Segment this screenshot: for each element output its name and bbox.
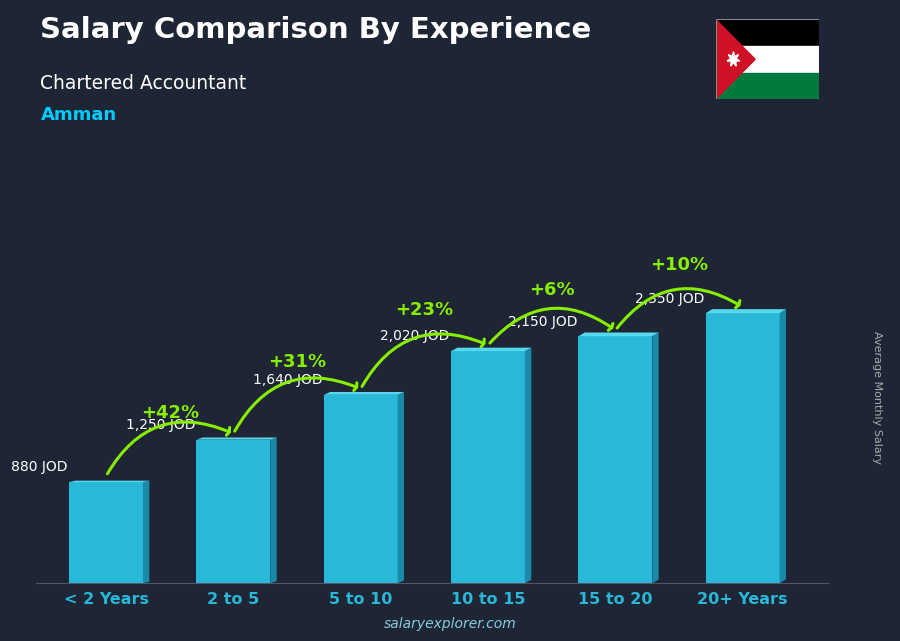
Text: +42%: +42%: [140, 404, 199, 422]
Polygon shape: [579, 333, 659, 336]
Text: Salary Comparison By Experience: Salary Comparison By Experience: [40, 16, 592, 44]
Polygon shape: [69, 482, 143, 583]
Text: 2,020 JOD: 2,020 JOD: [381, 329, 450, 344]
Text: 2,150 JOD: 2,150 JOD: [508, 315, 577, 329]
Polygon shape: [324, 395, 398, 583]
Bar: [716, 19, 819, 46]
Text: 1,250 JOD: 1,250 JOD: [126, 418, 195, 432]
Polygon shape: [579, 336, 652, 583]
Polygon shape: [727, 52, 740, 66]
Polygon shape: [525, 347, 531, 583]
Polygon shape: [716, 19, 755, 99]
Polygon shape: [451, 351, 525, 583]
Polygon shape: [324, 392, 404, 395]
Text: Amman: Amman: [40, 106, 117, 124]
Polygon shape: [143, 481, 149, 583]
Polygon shape: [196, 437, 276, 440]
Text: 880 JOD: 880 JOD: [12, 460, 68, 474]
Text: 2,350 JOD: 2,350 JOD: [635, 292, 705, 306]
Text: 1,640 JOD: 1,640 JOD: [253, 373, 322, 387]
Text: salaryexplorer.com: salaryexplorer.com: [383, 617, 517, 631]
Text: Average Monthly Salary: Average Monthly Salary: [872, 331, 883, 464]
Polygon shape: [196, 440, 270, 583]
Text: +6%: +6%: [529, 281, 574, 299]
Polygon shape: [706, 313, 779, 583]
Text: +23%: +23%: [395, 301, 454, 319]
Text: +31%: +31%: [268, 353, 326, 370]
Polygon shape: [451, 347, 531, 351]
Polygon shape: [270, 437, 276, 583]
Polygon shape: [398, 392, 404, 583]
Text: +10%: +10%: [650, 256, 708, 274]
Bar: [716, 72, 819, 99]
Text: Chartered Accountant: Chartered Accountant: [40, 74, 247, 93]
Bar: [716, 46, 819, 72]
Polygon shape: [706, 309, 786, 313]
Polygon shape: [69, 481, 149, 482]
Polygon shape: [779, 309, 786, 583]
Polygon shape: [652, 333, 659, 583]
